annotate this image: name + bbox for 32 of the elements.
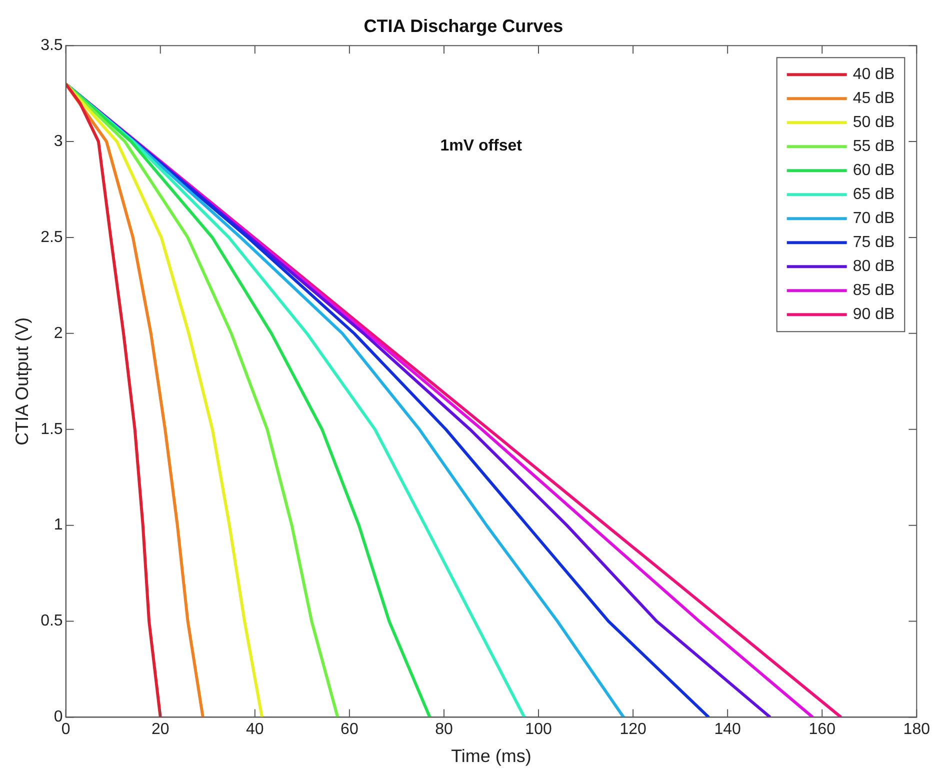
legend-label: 40 dB <box>852 66 895 84</box>
chart-title: CTIA Discharge Curves <box>364 16 564 36</box>
x-tick-label: 100 <box>525 721 552 738</box>
x-tick-label: 180 <box>903 721 930 738</box>
annotation: 1mV offset <box>440 138 523 155</box>
legend-label: 90 dB <box>852 306 895 324</box>
y-tick-label: 3.5 <box>40 37 63 54</box>
x-tick-label: 160 <box>808 721 836 738</box>
x-tick-label: 40 <box>246 721 264 738</box>
x-tick-label: 120 <box>620 721 646 738</box>
legend-label: 60 dB <box>852 162 895 180</box>
legend-label: 55 dB <box>852 138 895 156</box>
legend-label: 65 dB <box>852 186 895 204</box>
y-axis-title: CTIA Output (V) <box>12 317 32 446</box>
y-tick-label: 0.5 <box>40 612 63 630</box>
y-tick-label: 2.5 <box>40 228 63 246</box>
legend-label: 85 dB <box>852 282 895 300</box>
x-tick-label: 140 <box>714 721 742 738</box>
y-tick-label: 0 <box>54 708 63 726</box>
y-tick-label: 3 <box>54 132 63 150</box>
legend-label: 75 dB <box>852 234 895 252</box>
y-tick-label: 2 <box>54 324 63 342</box>
x-tick-label: 20 <box>151 721 170 738</box>
y-tick-label: 1.5 <box>40 420 63 438</box>
legend-label: 45 dB <box>852 90 895 108</box>
legend-label: 70 dB <box>852 210 895 228</box>
x-tick-label: 80 <box>435 721 453 738</box>
legend-label: 80 dB <box>852 258 895 276</box>
x-tick-label: 60 <box>340 721 358 738</box>
legend-label: 50 dB <box>852 114 895 132</box>
y-tick-label: 1 <box>54 516 63 534</box>
x-axis-title: Time (ms) <box>451 746 532 766</box>
